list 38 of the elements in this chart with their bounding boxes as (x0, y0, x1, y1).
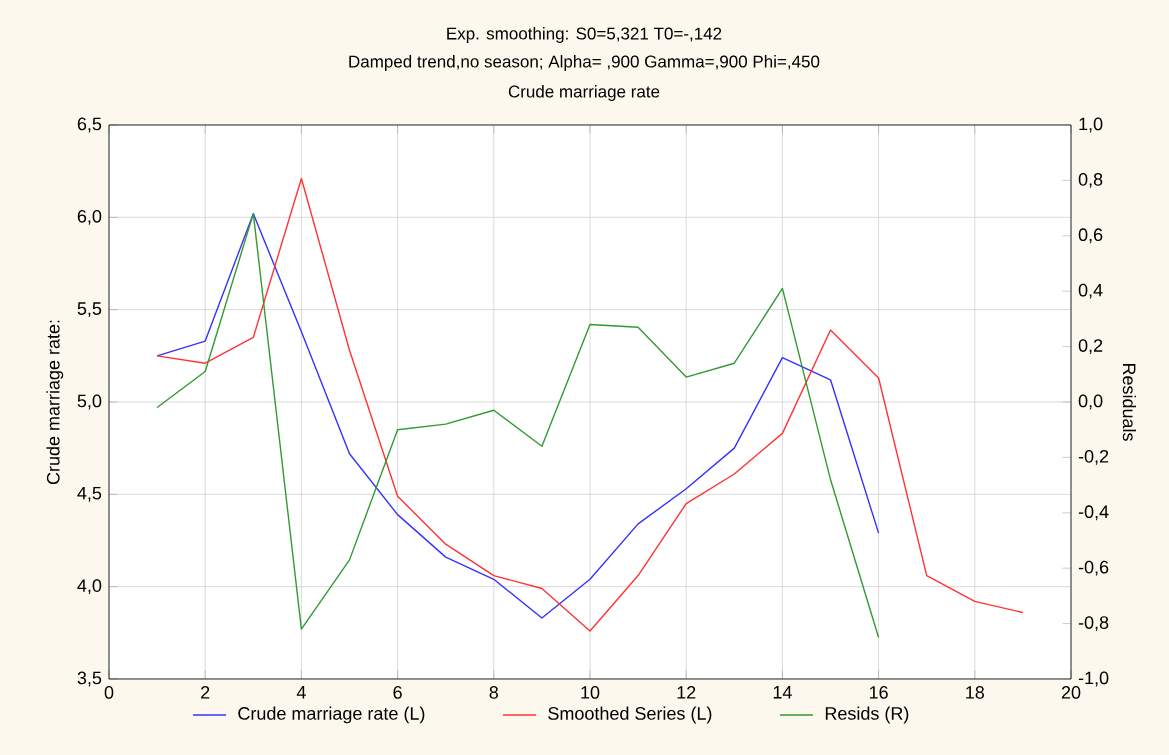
y2-tick-label: 0,4 (1078, 283, 1103, 299)
x-tick-label: 18 (966, 686, 985, 699)
legend-label: Smoothed Series (L) (548, 706, 712, 724)
y-axis-title: Crude marriage rate: (46, 320, 64, 485)
y2-tick-label: -0,8 (1078, 616, 1109, 632)
y2-tick-label: -0,6 (1078, 560, 1109, 576)
legend-label: Resids (R) (825, 706, 909, 724)
y-tick-label: 5,0 (77, 394, 102, 410)
line-series (156, 177, 1024, 632)
x-tick-label: 14 (773, 686, 792, 699)
chart-subtitle: Damped trend,no season; Alpha= ,900 Gamma=,900 Phi=,450 (349, 55, 820, 71)
x-tick-label: 6 (393, 686, 402, 699)
text: Crude marriage rate (508, 85, 660, 101)
x-tick-label: 20 (1061, 686, 1081, 699)
y2-tick-label: -0,4 (1078, 505, 1109, 521)
x-tick-label: 4 (296, 686, 306, 699)
y-tick-label: 4,5 (77, 486, 102, 502)
y-tick-label: 3,5 (77, 671, 102, 687)
x-tick-label: 0 (104, 686, 114, 699)
y2-tick-label: -1,0 (1078, 671, 1109, 687)
y2-tick-label: 0,0 (1078, 394, 1103, 410)
x-tick-label: 8 (489, 686, 499, 699)
y-tick-label: 5,5 (77, 302, 102, 317)
y-tick-label: 6,0 (77, 209, 102, 225)
y2-tick-label: -0,2 (1078, 449, 1109, 465)
y-tick-label: 6,5 (77, 117, 102, 133)
y2-tick-label: 0,8 (1078, 172, 1103, 188)
x-tick-label: 2 (201, 686, 210, 699)
x-tick-label: 10 (581, 686, 600, 699)
legend-label: Crude marriage rate (L) (238, 706, 425, 724)
y-tick-label: 4,0 (77, 579, 102, 595)
x-tick-label: 12 (677, 686, 696, 699)
y2-tick-label: 1,0 (1079, 117, 1103, 133)
x-tick-label: 16 (869, 686, 888, 699)
y2-axis-title: Residuals (1122, 363, 1137, 441)
y2-tick-label: 0,6 (1078, 228, 1103, 244)
y2-tick-label: 0,2 (1078, 339, 1103, 355)
chart-title: Exp. smoothing: S0=5,321 T0=-,142 (447, 27, 722, 43)
